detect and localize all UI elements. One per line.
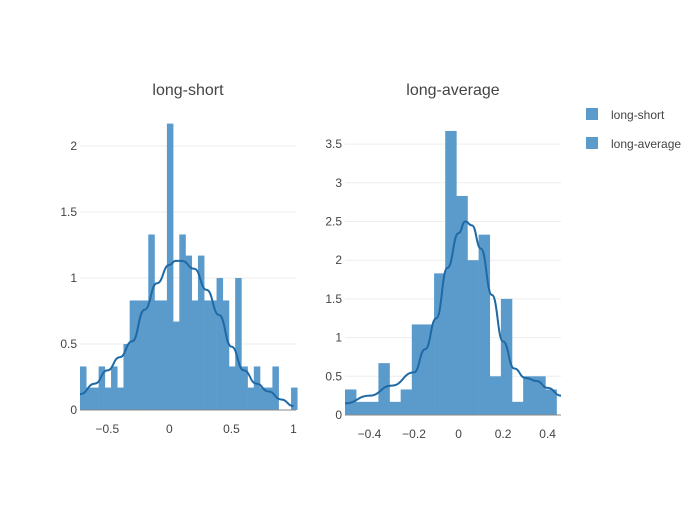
subplot-title: long-average xyxy=(406,82,500,99)
histogram-bar xyxy=(185,255,193,410)
histogram-bar xyxy=(389,401,401,415)
histogram-bar xyxy=(500,298,513,415)
legend-label: long-average xyxy=(611,137,681,151)
y-tick-label: 0 xyxy=(335,408,342,422)
x-tick-label: −0.5 xyxy=(95,422,119,436)
histogram-bar xyxy=(260,387,267,410)
histogram-bar xyxy=(228,366,236,410)
x-tick-label: 0 xyxy=(166,422,173,436)
histogram-bar xyxy=(422,324,435,415)
histogram-bar xyxy=(534,376,546,415)
histogram-bar xyxy=(235,278,242,410)
x-tick-label: 1 xyxy=(290,422,297,436)
density-curve xyxy=(344,220,562,405)
histogram-bar xyxy=(173,321,180,410)
y-tick-label: 0.5 xyxy=(325,369,342,383)
histogram-bar xyxy=(247,387,255,410)
y-tick-label: 0.5 xyxy=(60,337,77,351)
histogram-bar xyxy=(197,255,205,410)
x-tick-label: −0.2 xyxy=(402,427,426,441)
y-tick-label: 2 xyxy=(70,139,77,153)
histogram-bar xyxy=(445,130,457,415)
histogram-bar xyxy=(210,300,217,410)
histogram-bar xyxy=(400,389,413,415)
histogram-bar xyxy=(512,401,524,415)
legend-item-long-average[interactable]: long-average xyxy=(586,137,681,151)
histogram-bar xyxy=(456,195,468,415)
histogram-bar xyxy=(142,300,149,410)
histogram-bar xyxy=(291,387,298,410)
subplot-long-average: long-average 0 0.5 1 1.5 2 2.5 3 3.5 −0.4 −0.2 0 0.… xyxy=(325,82,562,441)
legend-swatch xyxy=(586,108,598,120)
histogram-bar xyxy=(467,260,479,415)
y-tick-label: 1.5 xyxy=(325,292,342,306)
histogram-bar xyxy=(266,387,273,410)
histogram-bar xyxy=(356,401,368,415)
histogram-bar xyxy=(166,123,174,411)
y-tick-label: 1.5 xyxy=(60,205,77,219)
y-tick-label: 3 xyxy=(335,176,342,190)
histogram-bar xyxy=(154,300,161,410)
histogram-bar xyxy=(117,387,124,410)
x-tick-label: −0.4 xyxy=(358,427,382,441)
histogram-bar xyxy=(434,273,446,415)
density-curve xyxy=(79,259,294,408)
histogram-bar xyxy=(367,401,379,415)
y-tick-label: 0 xyxy=(70,403,77,417)
histogram-bar xyxy=(222,300,230,410)
legend-swatch xyxy=(586,137,598,149)
histogram-bar xyxy=(191,300,199,410)
histogram-bar xyxy=(135,300,143,410)
histogram-bar xyxy=(98,366,106,410)
histogram-bar xyxy=(489,376,502,415)
y-tick-label: 2.5 xyxy=(325,214,342,228)
histogram-bar xyxy=(272,366,279,410)
histogram-bar xyxy=(241,366,248,410)
subplot-title: long-short xyxy=(152,82,224,99)
histogram-bar xyxy=(104,387,112,410)
y-tick-label: 3.5 xyxy=(325,137,342,151)
x-tick-label: 0.5 xyxy=(223,422,240,436)
histogram-bar xyxy=(253,366,261,410)
histogram-bar xyxy=(545,389,557,415)
histogram-bar xyxy=(129,300,137,410)
histogram-bar xyxy=(123,344,130,410)
subplot-long-short: long-short 0 0.5 1 1.5 2 −0.5 0 0.5 1 xyxy=(60,82,298,436)
legend-item-long-short[interactable]: long-short xyxy=(586,108,665,122)
histogram-bar xyxy=(111,366,118,410)
x-tick-label: 0.2 xyxy=(495,427,512,441)
x-tick-label: 0.4 xyxy=(539,427,556,441)
histogram-bar xyxy=(204,300,211,410)
y-tick-label: 2 xyxy=(335,253,342,267)
x-tick-label: 0 xyxy=(455,427,462,441)
legend: long-short long-average xyxy=(586,108,681,151)
histogram-bar xyxy=(478,234,491,415)
histogram-bar xyxy=(86,387,93,410)
histogram-bar xyxy=(160,300,168,410)
histogram-bar xyxy=(216,278,224,410)
histogram-bar xyxy=(92,387,99,410)
legend-label: long-short xyxy=(611,108,665,122)
histogram-bar xyxy=(80,366,87,410)
histogram-bar xyxy=(148,234,155,410)
histogram-bar xyxy=(523,376,535,415)
y-tick-label: 1 xyxy=(70,271,77,285)
y-tick-label: 1 xyxy=(335,331,342,345)
histogram-bar xyxy=(179,234,186,410)
